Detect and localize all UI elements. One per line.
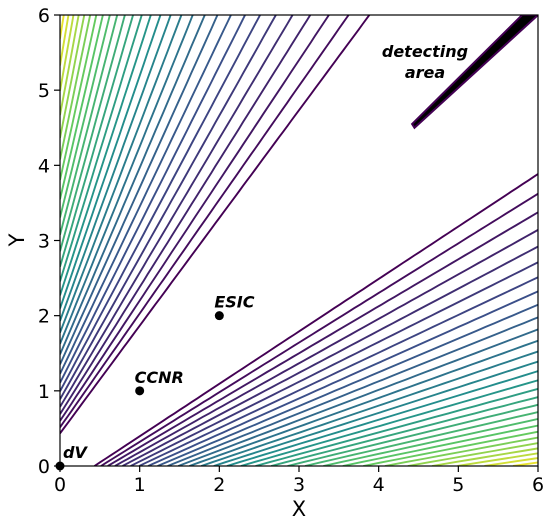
contour-lines xyxy=(60,15,538,466)
point-markers: dV CCNR ESIC xyxy=(55,293,255,471)
x-tick-label-2: 2 xyxy=(213,474,225,496)
contour-line-upper-0 xyxy=(60,15,371,434)
y-tick-label-5: 5 xyxy=(38,80,50,102)
y-tick-label-2: 2 xyxy=(38,306,50,328)
contour-line-upper-17 xyxy=(60,15,135,267)
point-label-dv: dV xyxy=(63,443,88,462)
y-tick-label-4: 4 xyxy=(38,155,50,177)
y-axis-label: Y xyxy=(5,233,29,247)
point-marker-dv xyxy=(55,461,65,471)
contour-line-upper-5 xyxy=(60,15,277,400)
point-marker-ccnr xyxy=(135,386,145,396)
point-marker-esic xyxy=(214,311,224,321)
contour-line-lower-6 xyxy=(138,276,538,466)
contour-line-lower-2 xyxy=(107,211,538,466)
contour-line-lower-11 xyxy=(189,339,538,466)
x-tick-label-1: 1 xyxy=(134,474,146,496)
x-tick-label-5: 5 xyxy=(452,474,464,496)
contour-line-lower-3 xyxy=(114,228,538,466)
contour-line-upper-12 xyxy=(60,15,183,334)
contour-line-upper-4 xyxy=(60,15,294,408)
contour-line-lower-0 xyxy=(93,172,538,466)
x-tick-label-6: 6 xyxy=(532,474,544,496)
contour-line-lower-9 xyxy=(167,316,538,466)
y-tick-label-1: 1 xyxy=(38,381,50,403)
contour-line-lower-8 xyxy=(157,303,538,466)
contour-line-lower-18 xyxy=(287,403,538,466)
y-axis-ticks: 0 1 2 3 4 5 6 xyxy=(38,5,60,478)
contour-line-upper-3 xyxy=(60,15,312,415)
x-tick-label-0: 0 xyxy=(54,474,66,496)
contour-line-upper-13 xyxy=(60,15,172,322)
contour-line-lower-13 xyxy=(213,360,538,466)
region-label-line-1: detecting xyxy=(382,42,468,61)
contour-line-upper-2 xyxy=(60,15,331,422)
contour-line-lower-7 xyxy=(147,290,538,466)
contour-line-lower-5 xyxy=(130,261,538,466)
contour-line-upper-16 xyxy=(60,15,143,282)
contour-line-lower-21 xyxy=(342,424,538,466)
contour-line-lower-16 xyxy=(255,387,538,466)
x-tick-label-4: 4 xyxy=(373,474,385,496)
x-tick-label-3: 3 xyxy=(293,474,305,496)
contour-line-lower-23 xyxy=(384,436,538,466)
detecting-area-shape xyxy=(410,15,538,130)
contour-line-upper-8 xyxy=(60,15,232,375)
contour-line-lower-4 xyxy=(122,245,538,466)
contour-line-upper-10 xyxy=(60,15,206,355)
contour-line-lower-15 xyxy=(240,379,538,466)
y-tick-label-0: 0 xyxy=(38,456,50,478)
x-axis-ticks: 0 1 2 3 4 5 6 xyxy=(54,466,544,496)
contour-line-upper-11 xyxy=(60,15,194,345)
point-label-ccnr: CCNR xyxy=(135,368,184,387)
contour-line-upper-7 xyxy=(60,15,247,384)
y-tick-label-6: 6 xyxy=(38,5,50,27)
contour-line-upper-15 xyxy=(60,15,152,296)
region-label-line-2: area xyxy=(405,63,445,82)
point-label-esic: ESIC xyxy=(214,293,254,312)
contour-line-upper-18 xyxy=(60,15,126,252)
detecting-area-region xyxy=(410,15,538,130)
contour-line-upper-6 xyxy=(60,15,262,392)
contour-line-upper-9 xyxy=(60,15,219,365)
contour-line-lower-14 xyxy=(226,370,538,466)
contour-line-upper-22 xyxy=(60,15,98,181)
contour-line-lower-12 xyxy=(200,350,538,466)
x-axis-label: X xyxy=(292,497,306,521)
contour-line-upper-19 xyxy=(60,15,119,236)
contour-line-lower-1 xyxy=(100,192,538,466)
contour-line-lower-10 xyxy=(177,328,538,466)
contour-line-upper-1 xyxy=(60,15,350,428)
y-tick-label-3: 3 xyxy=(38,231,50,253)
contour-line-upper-14 xyxy=(60,15,162,309)
